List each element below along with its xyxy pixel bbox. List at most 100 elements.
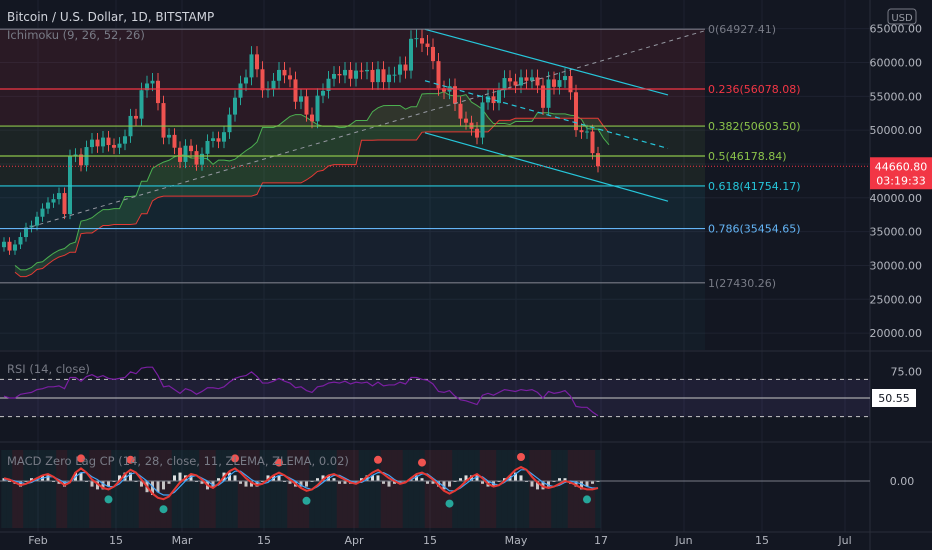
candle-body <box>62 193 67 215</box>
macd-bg-bar <box>138 450 145 528</box>
fib-band <box>0 155 705 186</box>
candle-body <box>161 103 166 138</box>
macd-bg-bar <box>556 450 563 528</box>
macd-hist-bar <box>277 475 281 481</box>
macd-bg-bar <box>243 450 249 528</box>
price-axis[interactable]: 65000.0060000.0055000.0050000.0045000.00… <box>870 23 932 488</box>
macd-bg-bar <box>188 450 194 528</box>
macd-hist-bar <box>426 481 429 484</box>
channel-mid-line[interactable] <box>424 80 669 149</box>
macd-hist-bar <box>448 481 451 487</box>
candle-body <box>139 90 144 119</box>
fib-level-label: 0.236(56078.08) <box>708 83 801 96</box>
fib-level-label: 0.786(35454.65) <box>708 223 801 236</box>
currency-badge[interactable]: USD <box>887 8 917 25</box>
macd-hist-bar <box>360 478 363 481</box>
candle-body <box>519 77 523 86</box>
fib-level-label: 1(27430.26) <box>708 277 776 290</box>
macd-bg-bar <box>199 450 205 528</box>
candle-body <box>348 69 353 79</box>
rsi-tick-label: 75.00 <box>891 365 923 378</box>
macd-hist-bar <box>79 472 83 481</box>
macd-hist-bar <box>541 481 545 490</box>
candle-body <box>156 80 160 104</box>
macd-hist-bar <box>200 481 204 484</box>
macd-bg-bar <box>523 450 530 528</box>
macd-hist-bar <box>514 472 517 481</box>
rsi-value-badge[interactable] <box>872 389 916 407</box>
candle-body <box>464 118 468 123</box>
channel-top-line[interactable] <box>424 28 669 96</box>
macd-bg-bar <box>281 450 288 528</box>
candle-body <box>337 74 342 76</box>
trend-lines[interactable] <box>0 28 870 230</box>
macd-bg-bar <box>507 450 513 528</box>
ichimoku-legend[interactable]: Ichimoku (9, 26, 52, 26) <box>7 28 145 42</box>
last-price-badge[interactable] <box>870 157 932 190</box>
candle-body <box>354 70 358 79</box>
macd-hist-bar <box>431 481 435 484</box>
candle-body <box>194 151 199 165</box>
macd-peak-dot <box>77 454 85 463</box>
macd-bg-bar <box>56 450 62 528</box>
fib-band <box>0 29 705 90</box>
candle-body <box>35 216 39 226</box>
macd-bg-bar <box>292 450 299 528</box>
macd-bg-bar <box>89 450 95 528</box>
fibonacci-levels[interactable]: 0(64927.41) 0.236(56078.08) 0.382(50603.50… <box>0 23 801 290</box>
macd-hist-bar <box>162 481 165 490</box>
time-tick-label: 15 <box>109 534 123 547</box>
macd-bg-bar <box>166 450 172 528</box>
last-price-value: 44660.80 <box>875 160 928 173</box>
macd-bg-bar <box>116 450 123 528</box>
time-tick-label: Apr <box>344 534 364 547</box>
macd-legend[interactable]: MACD Zero Lag CP (14, 28, close, 11, ZLE… <box>7 454 349 468</box>
candle-body <box>381 69 386 83</box>
candle-body <box>596 153 600 167</box>
macd-pane <box>0 450 870 528</box>
macd-trough-dot <box>583 495 591 504</box>
candle-body <box>68 155 72 215</box>
channel-bottom-line[interactable] <box>424 132 669 202</box>
time-tick-label: 15 <box>423 534 437 547</box>
candle-body <box>123 136 127 144</box>
fib-level-label: 0.618(41754.17) <box>708 180 801 193</box>
macd-trough-dot <box>159 505 168 514</box>
rsi-pane <box>0 366 870 418</box>
macd-hist-bar <box>343 481 347 484</box>
macd-hist-bar <box>393 481 396 484</box>
candle-body <box>101 137 105 147</box>
candle-body <box>359 70 364 72</box>
macd-bg-bar <box>39 450 46 528</box>
macd-peak-dot <box>231 454 239 463</box>
macd-bg-bar <box>28 450 35 528</box>
candle-body <box>7 241 12 251</box>
candle-body <box>222 132 226 142</box>
time-axis[interactable]: Feb 15 Mar 15 Apr 15 May 17 Jun 15 Jul <box>28 534 851 547</box>
candle-body <box>321 90 325 96</box>
macd-hist-bar <box>244 481 248 487</box>
macd-bg-bar <box>342 450 348 528</box>
candlestick-series <box>2 29 600 255</box>
candle-body <box>200 153 204 165</box>
macd-hist-bar <box>156 481 160 493</box>
candle-body <box>387 74 391 83</box>
dashed-trend-line[interactable] <box>23 30 706 230</box>
candle-body <box>436 61 441 89</box>
macd-hist-bar <box>442 481 446 490</box>
candle-body <box>51 199 56 203</box>
candle-body <box>57 193 61 200</box>
candle-body <box>249 54 254 78</box>
macd-hist-bar <box>255 481 259 487</box>
candle-body <box>497 90 501 104</box>
macd-hist-bar <box>475 475 479 481</box>
macd-bg-bar <box>270 450 277 528</box>
macd-peak-dot <box>374 455 382 464</box>
candle-body <box>414 38 419 40</box>
macd-hist-bar <box>536 481 539 490</box>
time-tick-label: Mar <box>172 534 193 547</box>
macd-bg-bar <box>358 450 365 528</box>
macd-bg-bar <box>72 450 79 528</box>
rsi-legend[interactable]: RSI (14, close) <box>7 362 90 376</box>
